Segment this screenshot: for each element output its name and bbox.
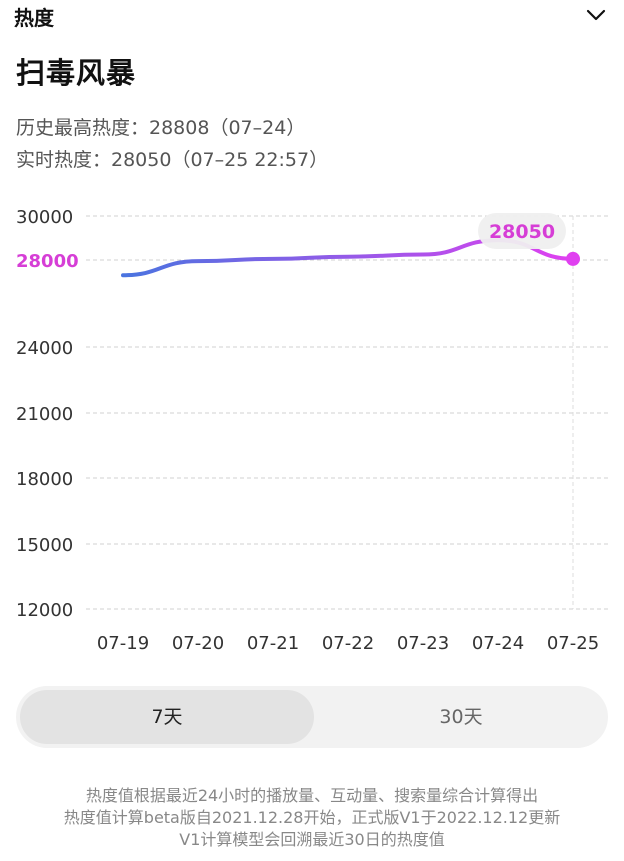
y-tick-label-15000: 15000 xyxy=(16,535,73,556)
footnote-line-1: 热度值根据最近24小时的播放量、互动量、搜索量综合计算得出 xyxy=(85,786,539,805)
y-tick-label-21000: 21000 xyxy=(16,404,73,425)
show-title: 扫毒风暴 xyxy=(16,56,137,90)
x-tick-label-07-23: 07-23 xyxy=(397,633,449,654)
y-tick-label-30000: 30000 xyxy=(16,207,73,228)
header-title: 热度 xyxy=(14,6,54,30)
x-tick-label-07-20: 07-20 xyxy=(172,633,224,654)
current-value-bubble xyxy=(478,213,566,249)
y-tick-label-12000: 12000 xyxy=(16,600,73,621)
y-tick-label-28000: 28000 xyxy=(16,251,79,272)
current-value-callout: 28050 xyxy=(489,221,555,243)
x-tick-label-07-22: 07-22 xyxy=(322,633,374,654)
current-point-marker xyxy=(566,251,580,266)
x-tick-label-07-21: 07-21 xyxy=(247,633,299,654)
current-heat-text: 实时热度：28050（07–25 22:57） xyxy=(16,149,329,171)
x-tick-label-07-25: 07-25 xyxy=(547,633,599,654)
tab-7-days[interactable]: 7天 xyxy=(20,690,314,744)
y-tick-label-18000: 18000 xyxy=(16,469,73,490)
range-toggle: 7天 30天 xyxy=(16,686,608,748)
tab-30-days[interactable]: 30天 xyxy=(439,706,483,728)
chevron-down-icon[interactable] xyxy=(583,4,609,26)
x-tick-label-07-24: 07-24 xyxy=(472,633,524,654)
footnote-line-3: V1计算模型会回溯最近30日的热度值 xyxy=(179,830,445,849)
footnote-line-2: 热度值计算beta版自2021.12.28开始，正式版V1于2022.12.12… xyxy=(63,808,561,827)
x-tick-label-07-19: 07-19 xyxy=(97,633,149,654)
y-tick-label-24000: 24000 xyxy=(16,338,73,359)
header: 热度 xyxy=(0,0,624,30)
peak-heat-text: 历史最高热度：28808（07–24） xyxy=(16,117,306,139)
heat-line-chart: 12000 15000 18000 21000 24000 28000 30000 07-19… xyxy=(16,207,608,654)
footnote: 热度值根据最近24小时的播放量、互动量、搜索量综合计算得出 热度值计算beta版… xyxy=(0,785,624,851)
